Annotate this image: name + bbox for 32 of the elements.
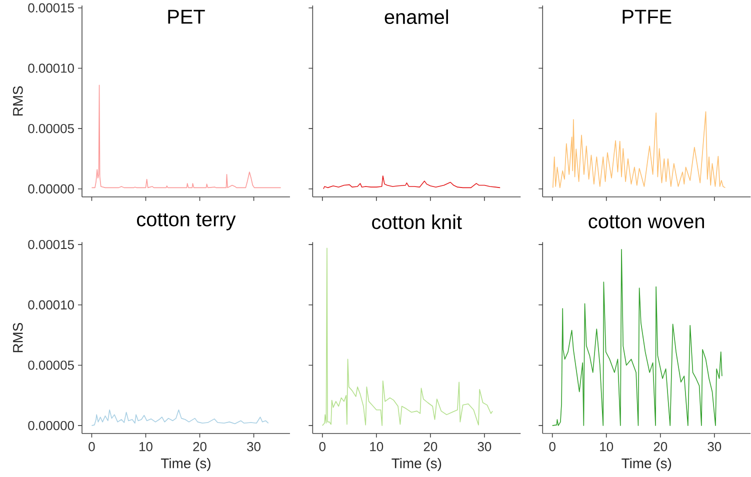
x-tick-label: 10 (370, 442, 384, 452)
x-tick-label: 0 (88, 442, 95, 452)
chart-title: enamel (384, 10, 448, 24)
x-tick-label: 10 (140, 442, 152, 452)
x-tick-label: 0 (549, 442, 556, 452)
y-tick-label: 0.00010 (28, 64, 74, 73)
x-tick-label: 20 (654, 442, 668, 452)
x-tick-label: 30 (478, 442, 492, 452)
x-tick-label: 0 (319, 442, 326, 452)
x-tick-label: 20 (424, 442, 438, 452)
line-series (91, 410, 269, 426)
chart-title: cotton woven (588, 215, 704, 228)
x-tick-label: 30 (247, 442, 260, 452)
x-tick-label: 30 (708, 442, 722, 452)
y-tick-label: 0.00005 (28, 360, 74, 370)
chart-title: cotton knit (372, 214, 462, 230)
y-axis-title: RMS (12, 86, 23, 116)
chart-title: PTFE (622, 10, 672, 24)
y-tick-label: 0.00000 (28, 184, 74, 194)
x-axis-title: Time (s) (622, 458, 672, 472)
y-tick-label: 0.00015 (28, 3, 74, 13)
y-tick-label: 0.00000 (28, 421, 74, 430)
chart-title: PET (168, 10, 205, 24)
y-tick-label: 0.00015 (28, 240, 74, 250)
x-tick-label: 10 (600, 442, 614, 452)
y-axis-title: RMS (12, 323, 23, 352)
chart-title: cotton terry (137, 213, 236, 230)
x-axis-title: Time (s) (392, 458, 442, 472)
y-tick-label: 0.00005 (28, 124, 74, 134)
y-tick-label: 0.00010 (28, 300, 74, 310)
x-tick-label: 20 (193, 442, 206, 452)
x-axis-title: Time (s) (160, 458, 210, 472)
